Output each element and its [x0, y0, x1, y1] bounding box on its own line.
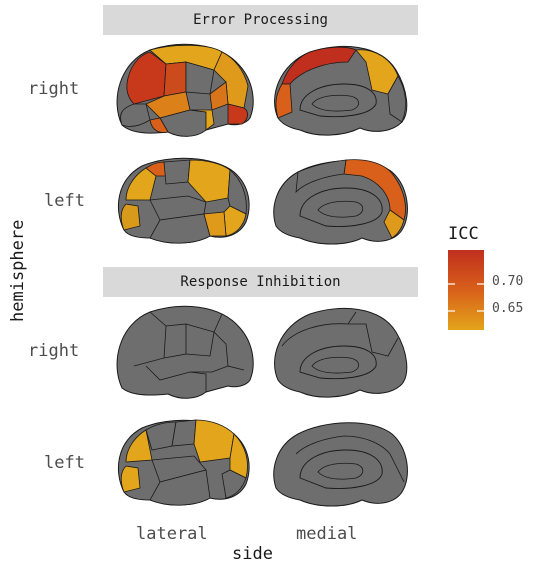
region: [187, 159, 231, 203]
row-label-left-2: left: [44, 453, 85, 473]
region: [120, 465, 141, 493]
region: [193, 419, 235, 463]
row-label-right-1: right: [28, 79, 80, 99]
legend-tick-070: 0.70: [492, 274, 524, 289]
region: [145, 91, 191, 119]
strip-error-processing: Error Processing: [103, 5, 418, 35]
region: [383, 209, 405, 239]
region: [227, 103, 248, 125]
brain-ri-left-lateral: [118, 419, 250, 506]
legend-title: ICC: [448, 224, 479, 244]
legend-colorbar: [448, 250, 484, 330]
col-label-medial: medial: [296, 524, 358, 544]
region: [387, 75, 406, 123]
strip-response-inhibition: Response Inhibition: [103, 267, 418, 297]
region: [126, 51, 167, 105]
region: [149, 469, 211, 506]
x-axis-title: side: [232, 544, 273, 564]
region: [311, 94, 359, 112]
brain-ri-right-medial: [274, 307, 408, 398]
region: [120, 203, 141, 231]
brain-outline: [116, 305, 254, 399]
region: [317, 200, 364, 218]
brain-ep-right-medial: [274, 45, 408, 136]
region: [163, 159, 191, 185]
brain-ri-left-medial: [273, 422, 408, 507]
region: [203, 211, 227, 237]
region: [149, 195, 207, 221]
legend-tick-065: 0.65: [492, 301, 524, 316]
region: [343, 159, 406, 221]
region: [209, 81, 229, 111]
col-label-lateral: lateral: [136, 524, 208, 544]
region: [281, 46, 357, 85]
row-label-right-2: right: [28, 341, 80, 361]
region: [189, 109, 215, 131]
region: [295, 159, 347, 194]
region: [163, 61, 187, 97]
region: [355, 49, 399, 95]
brain-ep-left-medial: [273, 159, 408, 245]
brain-ep-right-lateral: [116, 43, 254, 137]
region: [149, 117, 169, 133]
region: [120, 103, 151, 127]
region: [275, 83, 293, 119]
region: [171, 419, 197, 447]
region: [221, 469, 247, 499]
row-label-left-1: left: [44, 191, 85, 211]
brain-ep-left-lateral: [118, 157, 250, 244]
brain-ri-right-lateral: [116, 305, 254, 399]
